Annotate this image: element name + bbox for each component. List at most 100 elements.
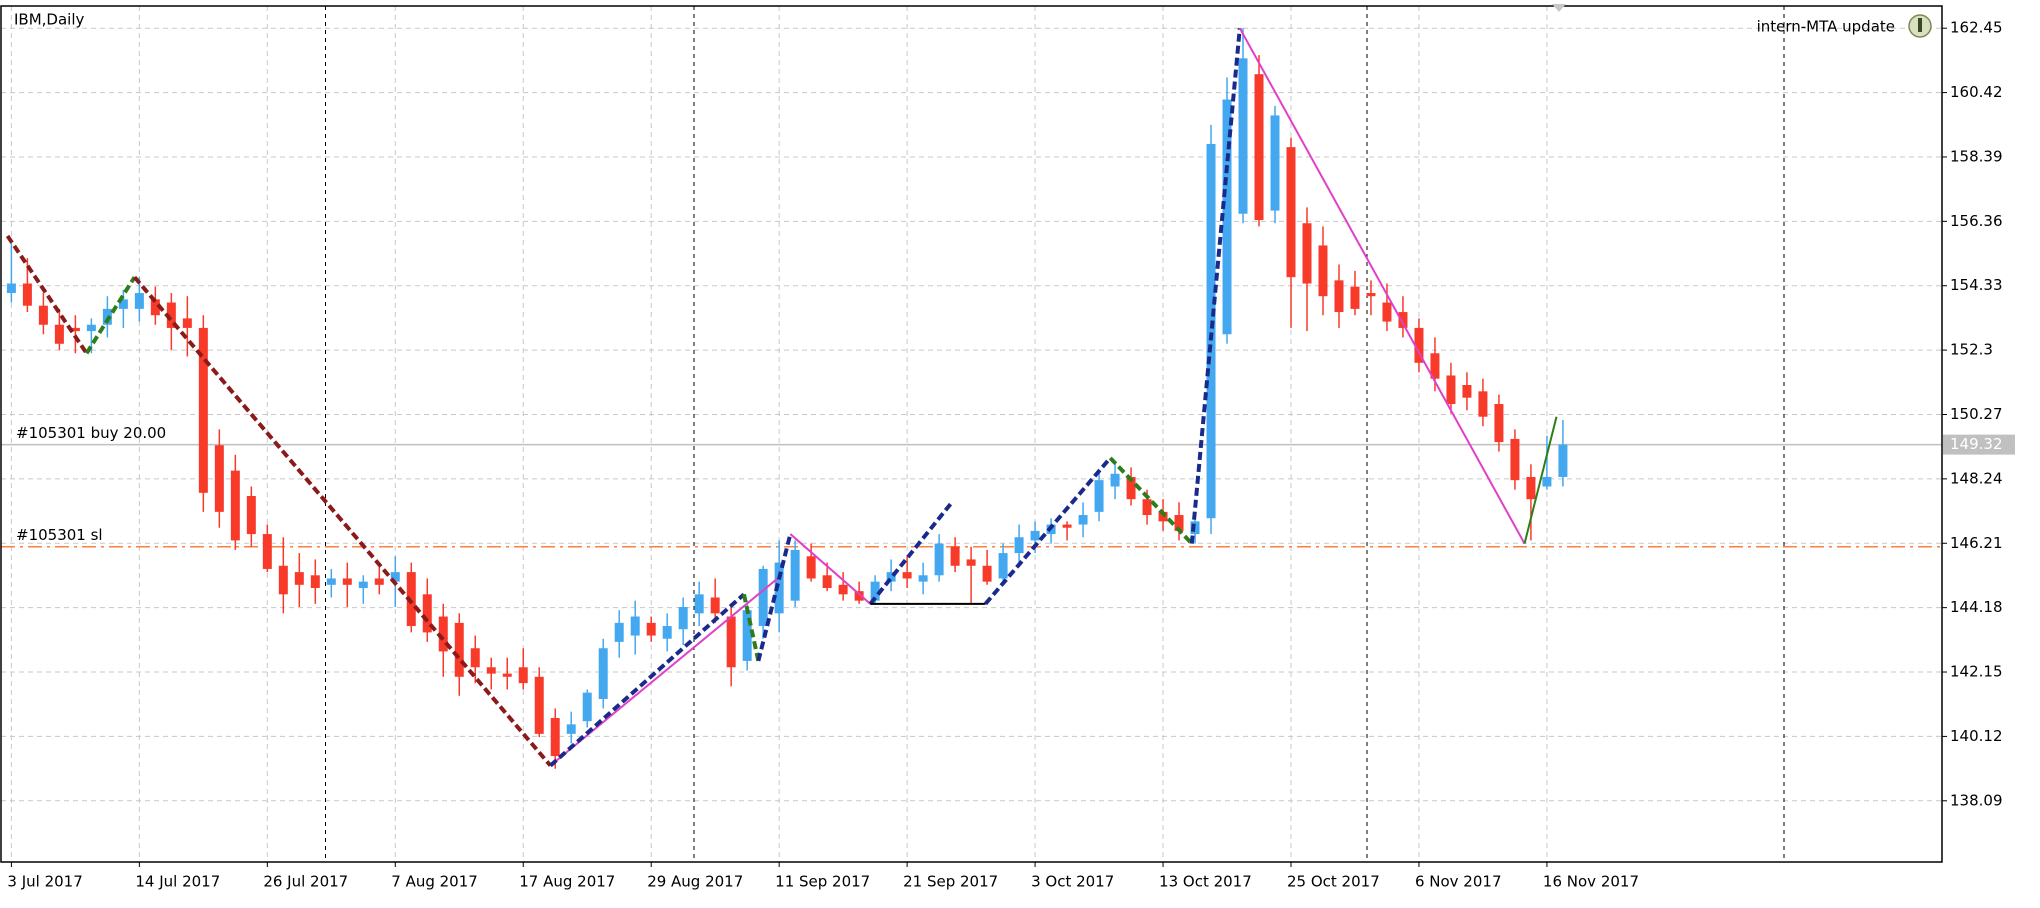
- candle-body: [534, 676, 544, 734]
- candle-body: [1030, 530, 1040, 541]
- axes: 162.45 160.42 158.39 156.36 154.33 152.3 150.2…: [7, 19, 2015, 891]
- candle-body: [422, 594, 432, 633]
- candle-body: [134, 293, 144, 309]
- candle-body: [774, 562, 784, 614]
- y-tick-label: 152.3: [1950, 341, 1993, 359]
- indicator-label: intern-MTA update: [1757, 18, 1895, 36]
- candle-body: [1334, 280, 1344, 313]
- candle-body: [1158, 511, 1168, 522]
- candle-body: [1286, 147, 1296, 278]
- levels: #105301 buy 20.00 #105301 sl: [1, 424, 1942, 548]
- x-tick-label: 21 Sep 2017: [903, 873, 998, 891]
- y-tick-label: 154.33: [1950, 276, 2003, 294]
- candle-body: [726, 616, 736, 668]
- x-tick-label: 11 Sep 2017: [775, 873, 870, 891]
- candle-body: [454, 622, 464, 677]
- y-tick-label: 150.27: [1950, 405, 2003, 423]
- candle-body: [1558, 444, 1568, 477]
- candle-body: [1494, 404, 1504, 443]
- candle-body: [742, 610, 752, 661]
- x-tick-label: 26 Jul 2017: [263, 873, 348, 891]
- candle-body: [390, 572, 400, 582]
- candle-body: [1174, 515, 1184, 531]
- zigzag-line: [868, 501, 954, 606]
- indicator-icon: [1908, 14, 1932, 38]
- candle-body: [1398, 312, 1408, 328]
- candle-body: [374, 578, 384, 585]
- candle-body: [1142, 499, 1152, 516]
- candle-body: [342, 578, 352, 585]
- candles: [6, 28, 1568, 769]
- candle-body: [646, 622, 656, 636]
- candle-body: [790, 549, 800, 601]
- shift-marker: [1552, 4, 1566, 12]
- candle-body: [470, 648, 480, 668]
- zigzag-line: [1238, 27, 1526, 545]
- candle-body: [310, 575, 320, 588]
- candle-body: [1270, 115, 1280, 211]
- candle-body: [1478, 391, 1488, 417]
- candle-body: [838, 584, 848, 595]
- candle-body: [278, 565, 288, 595]
- candle-body: [326, 578, 336, 585]
- order-label: #105301 buy 20.00: [16, 424, 166, 442]
- grid: [1, 6, 1942, 862]
- candle-body: [870, 581, 880, 601]
- x-tick-label: 16 Nov 2017: [1543, 873, 1639, 891]
- candle-body: [582, 692, 592, 722]
- candle-body: [38, 305, 48, 325]
- candle-body: [1350, 286, 1360, 309]
- y-tick-label: 142.15: [1950, 663, 2003, 681]
- candle-body: [982, 565, 992, 582]
- candle-body: [150, 299, 160, 316]
- candle-body: [1446, 375, 1456, 405]
- candle-body: [1510, 438, 1520, 481]
- zigzag-line: [1523, 416, 1558, 544]
- candle-body: [1126, 476, 1136, 500]
- candle-body: [678, 607, 688, 630]
- candle-body: [182, 318, 192, 328]
- candle-body: [166, 302, 176, 328]
- icon-bar: [1918, 18, 1922, 32]
- candle-body: [1526, 476, 1536, 500]
- y-tick-label: 144.18: [1950, 598, 2003, 616]
- candle-body: [502, 673, 512, 677]
- candle-body: [710, 597, 720, 614]
- y-tick-label: 138.09: [1950, 791, 2003, 809]
- order-label: #105301 sl: [16, 526, 103, 544]
- zigzag-line: [756, 533, 793, 662]
- candle-body: [1222, 99, 1232, 335]
- zigzag-line: [84, 276, 137, 355]
- candle-body: [358, 581, 368, 588]
- candle-body: [198, 327, 208, 493]
- candle-body: [214, 445, 224, 512]
- candle-body: [886, 572, 896, 582]
- current-price-label: 149.32: [1950, 435, 2003, 453]
- chart-title: IBM,Daily: [14, 11, 85, 29]
- candle-body: [294, 572, 304, 585]
- x-tick-label: 7 Aug 2017: [391, 873, 478, 891]
- candle-body: [230, 470, 240, 541]
- y-tick-label: 140.12: [1950, 727, 2003, 745]
- x-tick-label: 6 Nov 2017: [1415, 873, 1502, 891]
- candle-body: [806, 556, 816, 579]
- candle-body: [1062, 524, 1072, 528]
- candle-body: [22, 283, 32, 306]
- zigzag-line: [549, 592, 746, 768]
- candle-body: [1542, 476, 1552, 487]
- candle-body: [1302, 223, 1312, 284]
- y-tick-label: 148.24: [1950, 469, 2003, 487]
- candle-body: [1462, 384, 1472, 398]
- candle-body: [1110, 473, 1120, 487]
- y-tick-label: 158.39: [1950, 147, 2003, 165]
- candle-body: [998, 553, 1008, 579]
- x-tick-label: 3 Oct 2017: [1031, 873, 1114, 891]
- candle-body: [630, 616, 640, 636]
- candle-body: [694, 594, 704, 614]
- candle-body: [934, 543, 944, 576]
- y-tick-label: 162.45: [1950, 19, 2003, 37]
- overlays: [5, 27, 1558, 768]
- candle-body: [1238, 58, 1248, 214]
- candle-body: [1254, 74, 1264, 221]
